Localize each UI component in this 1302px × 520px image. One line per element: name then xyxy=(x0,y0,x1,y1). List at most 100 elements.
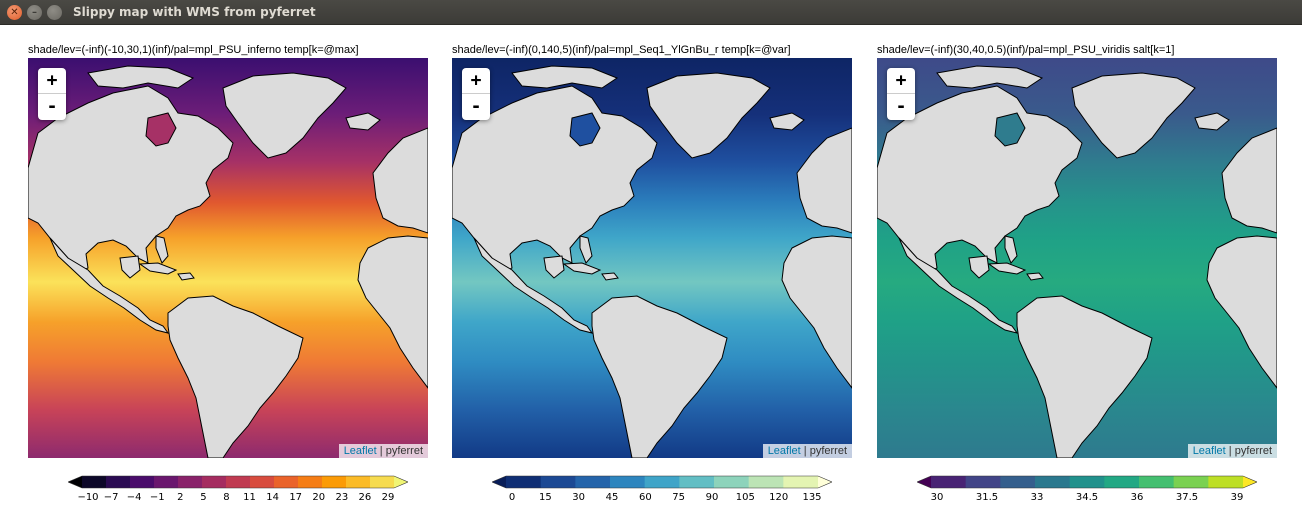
colorbar-segment xyxy=(178,476,203,488)
leaflet-link[interactable]: Leaflet xyxy=(343,445,377,457)
colorbar-tick-label: 30 xyxy=(930,492,944,503)
colorbar-segment xyxy=(931,476,967,488)
europe-landmass xyxy=(796,127,852,234)
leaflet-link[interactable]: Leaflet xyxy=(767,445,801,457)
zoom-in-button[interactable]: + xyxy=(462,68,490,94)
florida-peninsula xyxy=(155,235,169,264)
colorbar-segment xyxy=(274,476,299,488)
zoom-control: + - xyxy=(462,68,490,120)
colorbar-tick-label: 15 xyxy=(538,492,552,503)
colorbar-segment xyxy=(1208,476,1244,488)
colorbar-tick-label: 20 xyxy=(312,492,326,503)
window-minimize-button[interactable]: – xyxy=(27,5,42,20)
colorbar-under-arrow xyxy=(917,476,931,488)
south-america-landmass xyxy=(591,295,728,458)
map-caption-3: shade/lev=(-inf)(30,40,0.5)(inf)/pal=mpl… xyxy=(877,44,1175,56)
iceland-landmass xyxy=(1194,112,1230,131)
colorbar-segment xyxy=(644,476,680,488)
colorbar-segment xyxy=(106,476,131,488)
colorbar-segment xyxy=(154,476,179,488)
colorbar-segment xyxy=(346,476,371,488)
colorbar-tick-label: 120 xyxy=(769,492,789,503)
colorbar-tick-label: 17 xyxy=(289,492,303,503)
europe-landmass xyxy=(1221,127,1277,234)
colorbar-tick-label: 39 xyxy=(1230,492,1244,503)
zoom-in-button[interactable]: + xyxy=(887,68,915,94)
africa-landmass xyxy=(781,235,852,389)
map-tiles[interactable] xyxy=(452,58,852,458)
colorbar-tick-label: 0 xyxy=(508,492,516,503)
colorbar-tick-label: 75 xyxy=(672,492,686,503)
colorbar-under-arrow xyxy=(492,476,506,488)
south-america-landmass xyxy=(1016,295,1153,458)
slippy-map-2[interactable]: + - Leaflet | pyferret xyxy=(452,58,852,458)
attribution-separator: | xyxy=(376,445,386,457)
zoom-out-button[interactable]: - xyxy=(46,96,58,117)
zoom-in-button[interactable]: + xyxy=(38,68,66,94)
colorbar-tick-label: 30 xyxy=(572,492,586,503)
map-caption-2: shade/lev=(-inf)(0,140,5)(inf)/pal=mpl_S… xyxy=(452,44,791,56)
colorbar-tick-label: 26 xyxy=(358,492,372,503)
hudson-bay-water xyxy=(569,112,601,147)
map-tiles[interactable] xyxy=(28,58,428,458)
attribution-provider: pyferret xyxy=(1234,445,1272,457)
colorbar-under-arrow xyxy=(68,476,82,488)
colorbar-tick-label: 33 xyxy=(1030,492,1044,503)
colorbar-segment xyxy=(1000,476,1036,488)
colorbar-tick-label: 90 xyxy=(705,492,719,503)
south-america-landmass xyxy=(167,295,304,458)
colorbar-segment xyxy=(1173,476,1209,488)
arctic-islands xyxy=(87,65,195,89)
colorbar-tick-label: 2 xyxy=(177,492,184,503)
colorbar-tick-label: −7 xyxy=(103,492,119,503)
yucatan-peninsula xyxy=(543,255,565,279)
slippy-map-1[interactable]: + - Leaflet | pyferret xyxy=(28,58,428,458)
colorbar-tick-label: −10 xyxy=(77,492,99,503)
zoom-out-button[interactable]: - xyxy=(895,96,907,117)
zoom-control: + - xyxy=(38,68,66,120)
colorbar-segment xyxy=(540,476,576,488)
colorbar-over-arrow xyxy=(394,476,408,488)
colorbar-tick-label: 5 xyxy=(200,492,207,503)
hispaniola-island xyxy=(177,272,195,281)
greenland-landmass xyxy=(222,72,347,159)
colorbar-segment xyxy=(748,476,784,488)
arctic-islands xyxy=(511,65,619,89)
hudson-bay-water xyxy=(994,112,1026,147)
europe-landmass xyxy=(372,127,428,234)
colorbar-over-arrow xyxy=(1243,476,1257,488)
colorbar-3: 30 31.5 33 34.5 36 37.5 39 xyxy=(916,474,1258,504)
window-close-button[interactable]: ✕ xyxy=(7,5,22,20)
colorbar-segment xyxy=(679,476,715,488)
colorbar-tick-label: −4 xyxy=(126,492,142,503)
map-attribution: Leaflet | pyferret xyxy=(338,444,428,458)
yucatan-peninsula xyxy=(968,255,990,279)
colorbar-tick-label: 29 xyxy=(381,492,395,503)
window-titlebar: ✕ – Slippy map with WMS from pyferret xyxy=(0,0,1302,25)
attribution-provider: pyferret xyxy=(385,445,423,457)
colorbar-segment xyxy=(298,476,323,488)
cuba-island xyxy=(138,262,178,275)
window-title: Slippy map with WMS from pyferret xyxy=(73,5,316,19)
slippy-map-3[interactable]: + - Leaflet | pyferret xyxy=(877,58,1277,458)
map-tiles[interactable] xyxy=(877,58,1277,458)
leaflet-link[interactable]: Leaflet xyxy=(1192,445,1226,457)
window-maximize-button[interactable] xyxy=(47,5,62,20)
colorbar-over-arrow xyxy=(818,476,832,488)
colorbar-tick-label: 45 xyxy=(605,492,619,503)
zoom-out-button[interactable]: - xyxy=(470,96,482,117)
zoom-control: + - xyxy=(887,68,915,120)
colorbar-ramp xyxy=(67,475,409,489)
arctic-islands xyxy=(936,65,1044,89)
colorbar-segment xyxy=(610,476,646,488)
colorbar-tick-label: 36 xyxy=(1130,492,1144,503)
map-attribution: Leaflet | pyferret xyxy=(762,444,852,458)
land-masses xyxy=(28,65,428,458)
land-masses xyxy=(452,65,852,458)
colorbar-segment xyxy=(130,476,155,488)
colorbar-tick-label: 34.5 xyxy=(1075,492,1099,503)
greenland-landmass xyxy=(1071,72,1196,159)
colorbar-segment xyxy=(1035,476,1071,488)
colorbar-segment xyxy=(226,476,251,488)
colorbar-ramp xyxy=(491,475,833,489)
